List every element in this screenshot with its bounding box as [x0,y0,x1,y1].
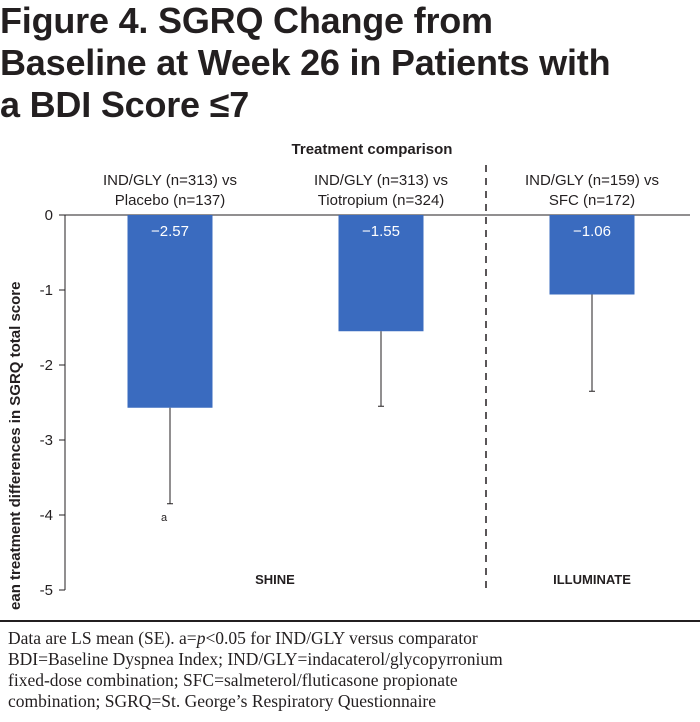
plot-area: 0 -1 -2 -3 -4 -5 −2.57 a IND/GLY (n=313) vs Place… [40,165,690,599]
study-name: ILLUMINATE [553,572,631,587]
significance-mark: a [161,512,168,524]
data-label: −1.06 [573,223,611,240]
figure-title-line: Figure 4. SGRQ Change from [0,0,493,41]
bar [338,215,424,332]
study-name: SHINE [255,572,295,587]
y-tick-label: -5 [40,582,53,599]
category-label: Placebo (n=137) [115,192,226,209]
figure-title: Figure 4. SGRQ Change from Baseline at W… [0,0,690,126]
y-tick-label: 0 [45,207,53,224]
category-label: Tiotropium (n=324) [318,192,445,209]
bar [549,215,635,295]
category-label: IND/GLY (n=313) vs [103,172,237,189]
data-label: −2.57 [151,223,189,240]
footnote: Data are LS mean (SE). a=p<0.05 for IND/… [8,628,698,712]
footnote-line-1: Data are LS mean (SE). a=p<0.05 for IND/… [8,628,478,648]
footnote-line: fixed-dose combination; SFC=salmeterol/f… [8,670,458,690]
y-tick-label: -1 [40,282,53,299]
figure-title-line: a BDI Score ≤7 [0,84,250,125]
bar [127,215,213,408]
y-tick-label: -4 [40,507,53,524]
footnote-divider [0,620,700,622]
footnote-line: BDI=Baseline Dyspnea Index; IND/GLY=inda… [8,649,503,669]
category-label: IND/GLY (n=159) vs [525,172,659,189]
y-axis-label: Mean treatment differences in SGRQ total… [7,282,24,610]
category-label: SFC (n=172) [549,192,635,209]
chart-header: Treatment comparison [292,141,453,158]
y-tick-label: -3 [40,432,53,449]
bar-chart: Treatment comparison Mean treatment diff… [7,141,690,610]
data-label: −1.55 [362,223,400,240]
y-tick-label: -2 [40,357,53,374]
footnote-line: combination; SGRQ=St. George’s Respirato… [8,691,437,711]
figure-title-line: Baseline at Week 26 in Patients with [0,42,611,83]
category-label: IND/GLY (n=313) vs [314,172,448,189]
